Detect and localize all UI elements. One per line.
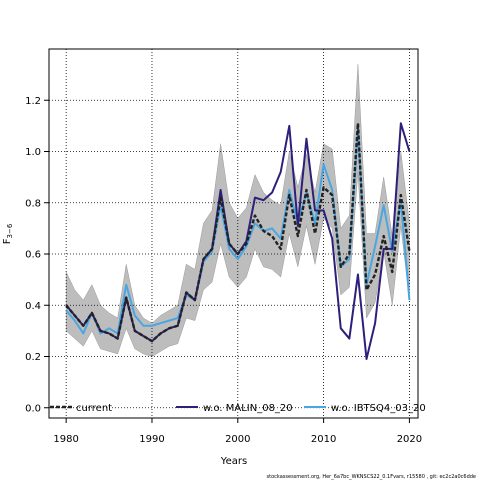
y-axis-title-subscript: 3−6 [6, 223, 14, 238]
y-axis-title: F3−6 [2, 223, 14, 244]
y-axis-title-main: F [2, 238, 13, 244]
plot-frame [48, 48, 419, 419]
x-axis-title: Years [220, 456, 247, 467]
series-layer [65, 122, 411, 361]
y-tick-label: 0.8 [25, 198, 41, 209]
legend-label-ibtsq4: w.o. IBTSQ4_03_20 [331, 403, 426, 414]
y-tick-label: 0.0 [25, 403, 41, 414]
y-tick-label: 0.4 [25, 301, 41, 312]
y-tick-label: 1.0 [25, 147, 41, 158]
legend-label-malin: w.o. MALIN_08_20 [203, 403, 293, 414]
legend: current w.o. MALIN_08_20 w.o. IBTSQ4_03_… [50, 403, 426, 414]
x-tick-label: 2010 [311, 434, 336, 445]
x-axis: 1980 1990 2000 2010 2020 [53, 418, 422, 445]
legend-label-current: current [76, 403, 112, 414]
footer-note: stockassessment.org, Her_6a7bc_WKNSCS22_… [267, 474, 476, 480]
series-line-current [65, 122, 411, 343]
y-axis: 0.0 0.2 0.4 0.6 0.8 1.0 1.2 [25, 96, 49, 414]
y-tick-label: 0.6 [25, 250, 41, 261]
x-tick-label: 1980 [53, 434, 78, 445]
x-tick-label: 2000 [225, 434, 250, 445]
x-tick-label: 1990 [139, 434, 164, 445]
y-tick-label: 0.2 [25, 352, 41, 363]
y-tick-label: 1.2 [25, 96, 41, 107]
x-tick-label: 2020 [397, 434, 422, 445]
